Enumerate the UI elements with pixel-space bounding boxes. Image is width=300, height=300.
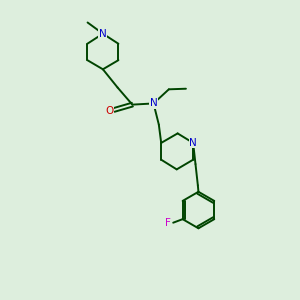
Text: O: O <box>106 106 114 116</box>
Text: F: F <box>165 218 171 228</box>
Text: N: N <box>99 29 107 39</box>
Text: N: N <box>150 98 158 108</box>
Text: N: N <box>189 138 197 148</box>
